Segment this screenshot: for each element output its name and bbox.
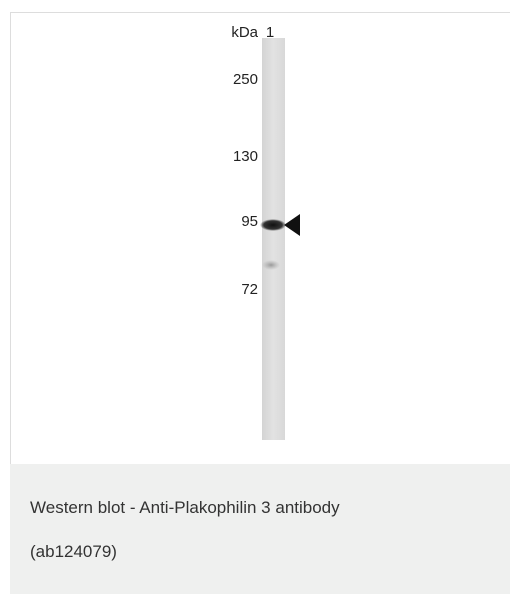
caption: Western blot - Anti-Plakophilin 3 antibo… bbox=[10, 464, 510, 594]
caption-line: Western blot - Anti-Plakophilin 3 antibo… bbox=[30, 498, 340, 518]
lane bbox=[262, 38, 285, 440]
arrowhead bbox=[284, 214, 300, 236]
blot-figure: kDa 1 250 130 95 72 bbox=[0, 0, 510, 464]
faint-band bbox=[262, 260, 280, 270]
unit-label: kDa bbox=[231, 24, 258, 41]
marker-label: 250 bbox=[233, 71, 258, 88]
marker-label: 95 bbox=[241, 213, 258, 230]
caption-line: (ab124079) bbox=[30, 542, 117, 562]
page: kDa 1 250 130 95 72 Western blot - Anti-… bbox=[0, 0, 510, 594]
marker-label: 130 bbox=[233, 148, 258, 165]
marker-label: 72 bbox=[241, 281, 258, 298]
lane-label: 1 bbox=[266, 24, 274, 41]
band bbox=[260, 219, 286, 231]
